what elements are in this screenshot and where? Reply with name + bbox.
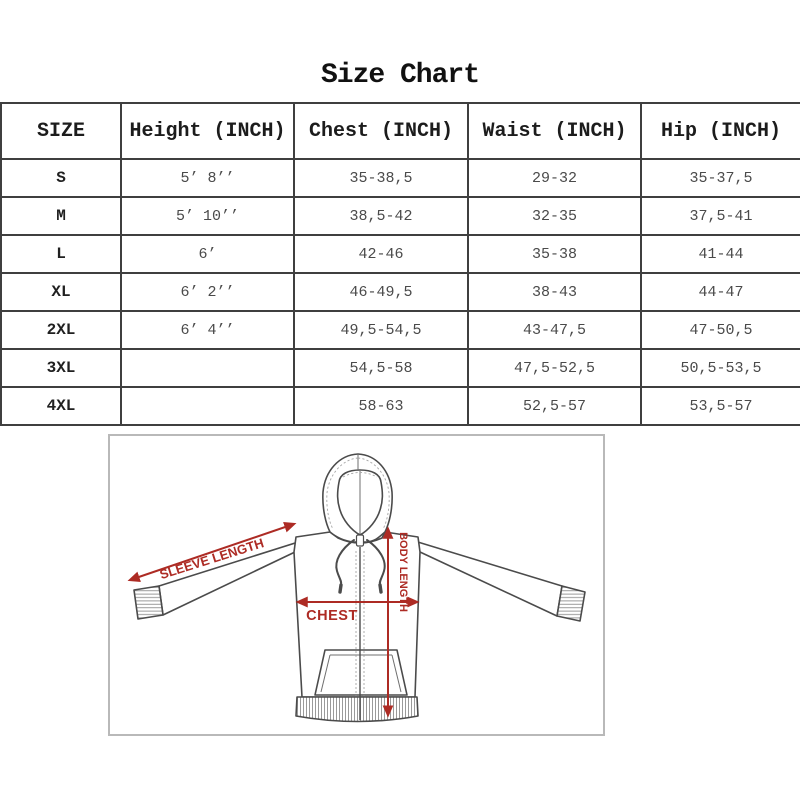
col-header-size: SIZE [0, 102, 122, 160]
right-cuff [556, 585, 586, 622]
zipper-pull [355, 534, 365, 547]
table-row-m: M 5’ 10’’ 38,5-42 32-35 37,5-41 [0, 196, 800, 236]
size-cell: XL [0, 272, 122, 312]
header-row: SIZE Height (INCH) Chest (INCH) Waist (I… [0, 102, 800, 160]
size-cell: 2XL [0, 310, 122, 350]
page-title: Size Chart [320, 60, 480, 91]
body-length-label: BODY LENGTH [397, 532, 409, 612]
chest-cell: 35-38,5 [293, 158, 469, 198]
hoodie-measurement-diagram: SLEEVE LENGTH CHEST BODY LENGTH [127, 453, 586, 723]
table-row-2xl: 2XL 6’ 4’’ 49,5-54,5 43-47,5 47-50,5 [0, 310, 800, 350]
table-row-l: L 6’ 42-46 35-38 41-44 [0, 234, 800, 274]
size-cell: L [0, 234, 122, 274]
col-header-chest: Chest (INCH) [293, 102, 469, 160]
left-cuff [133, 585, 164, 620]
waist-cell: 52,5-57 [467, 386, 642, 426]
table-row-3xl: 3XL 54,5-58 47,5-52,5 50,5-53,5 [0, 348, 800, 388]
table-row-xl: XL 6’ 2’’ 46-49,5 38-43 44-47 [0, 272, 800, 312]
chest-cell: 38,5-42 [293, 196, 469, 236]
hem-band [295, 696, 419, 723]
hip-cell: 35-37,5 [640, 158, 800, 198]
chest-cell: 42-46 [293, 234, 469, 274]
hip-cell: 37,5-41 [640, 196, 800, 236]
seam-details [320, 454, 402, 693]
chest-cell: 58-63 [293, 386, 469, 426]
size-table-body: S 5’ 8’’ 35-38,5 29-32 35-37,5 M 5’ 10’’… [0, 158, 800, 426]
size-cell: 3XL [0, 348, 122, 388]
hip-cell: 50,5-53,5 [640, 348, 800, 388]
stitch-dashes [326, 457, 390, 530]
col-header-height: Height (INCH) [120, 102, 295, 160]
measurement-annotations [127, 521, 420, 718]
waist-cell: 29-32 [467, 158, 642, 198]
measurement-diagram-frame: SLEEVE LENGTH CHEST BODY LENGTH [108, 434, 605, 736]
height-cell: 5’ 8’’ [120, 158, 295, 198]
size-cell: 4XL [0, 386, 122, 426]
height-cell: 6’ 2’’ [120, 272, 295, 312]
zipper [355, 534, 365, 720]
height-cell: 6’ 4’’ [120, 310, 295, 350]
pocket [314, 649, 408, 696]
height-cell: 5’ 10’’ [120, 196, 295, 236]
size-table-header: SIZE Height (INCH) Chest (INCH) Waist (I… [0, 102, 800, 160]
chest-cell: 46-49,5 [293, 272, 469, 312]
sleeve-length-arrow [127, 521, 297, 583]
chest-cell: 49,5-54,5 [293, 310, 469, 350]
col-header-hip: Hip (INCH) [640, 102, 800, 160]
chest-label: CHEST [306, 608, 358, 624]
table-row-s: S 5’ 8’’ 35-38,5 29-32 35-37,5 [0, 158, 800, 198]
table-row-4xl: 4XL 58-63 52,5-57 53,5-57 [0, 386, 800, 426]
hip-cell: 41-44 [640, 234, 800, 274]
waist-cell: 32-35 [467, 196, 642, 236]
waist-cell: 47,5-52,5 [467, 348, 642, 388]
hip-cell: 44-47 [640, 272, 800, 312]
size-table: SIZE Height (INCH) Chest (INCH) Waist (I… [0, 102, 800, 426]
hip-cell: 53,5-57 [640, 386, 800, 426]
waist-cell: 35-38 [467, 234, 642, 274]
col-header-waist: Waist (INCH) [467, 102, 642, 160]
size-cell: M [0, 196, 122, 236]
waist-cell: 38-43 [467, 272, 642, 312]
height-cell [120, 348, 295, 388]
size-cell: S [0, 158, 122, 198]
hip-cell: 47-50,5 [640, 310, 800, 350]
height-cell: 6’ [120, 234, 295, 274]
waist-cell: 43-47,5 [467, 310, 642, 350]
chest-cell: 54,5-58 [293, 348, 469, 388]
height-cell [120, 386, 295, 426]
